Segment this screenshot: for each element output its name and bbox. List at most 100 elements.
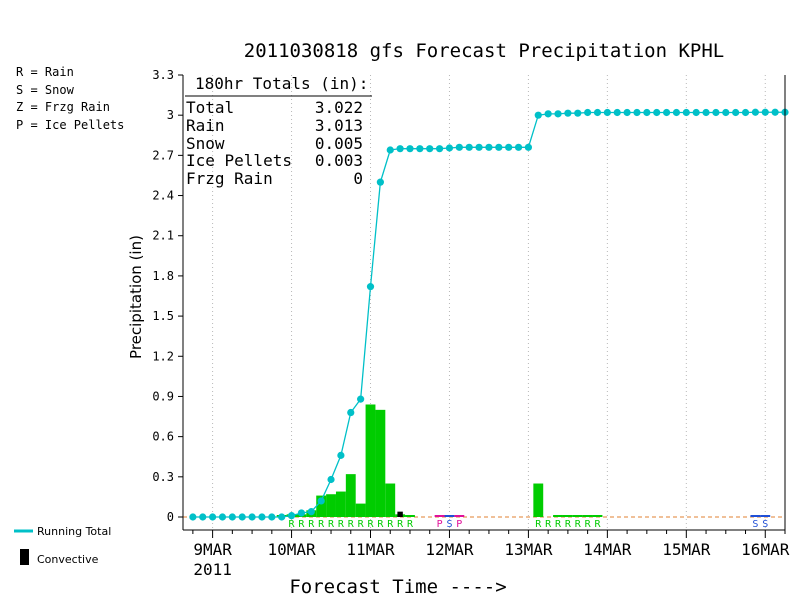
precip-type-letter: R — [565, 519, 572, 530]
totals-snow-value: 0.005 — [315, 134, 363, 153]
precip-bar — [365, 404, 376, 517]
precip-type-letter: R — [585, 519, 592, 530]
x-tick-label: 16MAR — [741, 540, 790, 559]
precip-type-letter: R — [387, 519, 394, 530]
x-tick-label: 11MAR — [346, 540, 395, 559]
running-total-point — [396, 145, 404, 153]
y-tick-label: 3 — [167, 108, 174, 122]
type-legend: R = Rain S = Snow Z = Frzg Rain P = Ice … — [16, 65, 124, 132]
running-total-point — [347, 408, 355, 417]
precip-type-letter: R — [594, 519, 601, 530]
gridlines — [183, 75, 785, 530]
precip-type-letter: R — [318, 519, 325, 530]
legend-rain: R = Rain — [16, 65, 74, 79]
y-tick-label: 0 — [167, 510, 174, 524]
y-tick-label: 0.6 — [152, 430, 174, 444]
y-tick-label: 1.2 — [152, 349, 174, 363]
running-total-point — [357, 395, 365, 403]
precip-bar — [582, 515, 593, 517]
running-total-point — [544, 110, 552, 118]
running-total-point — [505, 143, 513, 151]
running-total-point — [445, 144, 454, 152]
running-total-point — [297, 509, 306, 517]
y-axis-label: Precipitation (in) — [127, 235, 145, 359]
running-total-point — [732, 108, 740, 117]
running-total-point — [327, 475, 335, 484]
running-total-point — [682, 108, 690, 117]
running-total-point — [751, 108, 759, 116]
running-total-point — [435, 145, 444, 153]
running-total-series — [189, 108, 789, 521]
precip-bar — [572, 515, 583, 517]
precip-type-letter: R — [367, 519, 374, 530]
running-total-point — [672, 108, 681, 117]
x-tick-label: 9MAR — [193, 540, 232, 559]
running-total-point — [248, 513, 256, 521]
precip-bar — [345, 474, 356, 517]
totals-rain-label: Rain — [186, 116, 225, 135]
running-total-point — [593, 108, 602, 117]
precip-bar — [592, 515, 603, 517]
running-total-point — [761, 108, 769, 116]
y-tick-label: 0.3 — [152, 470, 174, 484]
precip-bar — [385, 483, 396, 517]
running-total-point — [278, 513, 286, 521]
totals-ice-pellets-value: 0.003 — [315, 151, 363, 170]
precip-bar — [375, 409, 386, 517]
running-total-point — [603, 108, 611, 117]
running-total-point — [228, 513, 236, 521]
legend-frzg-rain: Z = Frzg Rain — [16, 100, 110, 114]
precip-type-letter: R — [338, 519, 345, 530]
totals-frzg-rain-value: 0 — [353, 169, 363, 188]
precip-bar — [316, 495, 327, 517]
running-total-point — [692, 108, 700, 117]
legend-ice-pellets: P = Ice Pellets — [16, 118, 124, 132]
precip-type-letter: R — [358, 519, 365, 530]
running-total-point — [613, 108, 621, 117]
running-total-point — [199, 513, 207, 521]
running-total-point — [643, 108, 651, 117]
totals-snow-label: Snow — [186, 134, 225, 153]
running-total-point — [218, 513, 227, 521]
totals-total-value: 3.022 — [315, 98, 363, 117]
running-total-point — [574, 109, 582, 117]
running-total-point — [386, 146, 394, 154]
convective-legend-swatch-icon — [20, 549, 29, 565]
y-tick-label: 1.5 — [152, 309, 174, 323]
precip-type-letter: R — [535, 519, 542, 530]
precip-bar — [760, 515, 771, 517]
precip-bar — [750, 515, 761, 517]
precip-type-letter: R — [348, 519, 355, 530]
x-tick-label: 10MAR — [267, 540, 316, 559]
precip-type-letter: S — [762, 519, 768, 530]
precip-bar — [562, 515, 573, 517]
precip-bar — [335, 491, 346, 517]
totals-header: 180hr Totals (in): — [195, 74, 368, 93]
running-total-point — [712, 108, 720, 117]
y-tick-label: 2.4 — [152, 189, 174, 203]
running-total-point — [554, 110, 562, 118]
running-total-point — [337, 451, 345, 459]
running-total-point — [465, 143, 473, 151]
precip-type-letter: R — [377, 519, 384, 530]
running-total-point — [495, 143, 503, 151]
running-total-point — [287, 512, 296, 520]
x-tick-label: 12MAR — [425, 540, 474, 559]
legend-snow: S = Snow — [16, 83, 75, 97]
running-total-point — [485, 143, 493, 151]
precip-bar — [405, 515, 415, 517]
precip-type-letter: R — [407, 519, 414, 530]
running-total-point — [702, 108, 710, 117]
precip-bar — [533, 483, 544, 517]
running-total-point — [633, 108, 641, 117]
running-total-point — [268, 513, 276, 521]
y-tick-label: 0.9 — [152, 389, 174, 403]
running-total-point — [662, 108, 671, 117]
running-total-point — [534, 111, 542, 119]
running-total-point — [722, 108, 730, 117]
x-tick-label: 15MAR — [662, 540, 711, 559]
precip-type-letter: R — [545, 519, 552, 530]
running-total-point — [317, 497, 325, 505]
precip-bar — [454, 515, 465, 517]
